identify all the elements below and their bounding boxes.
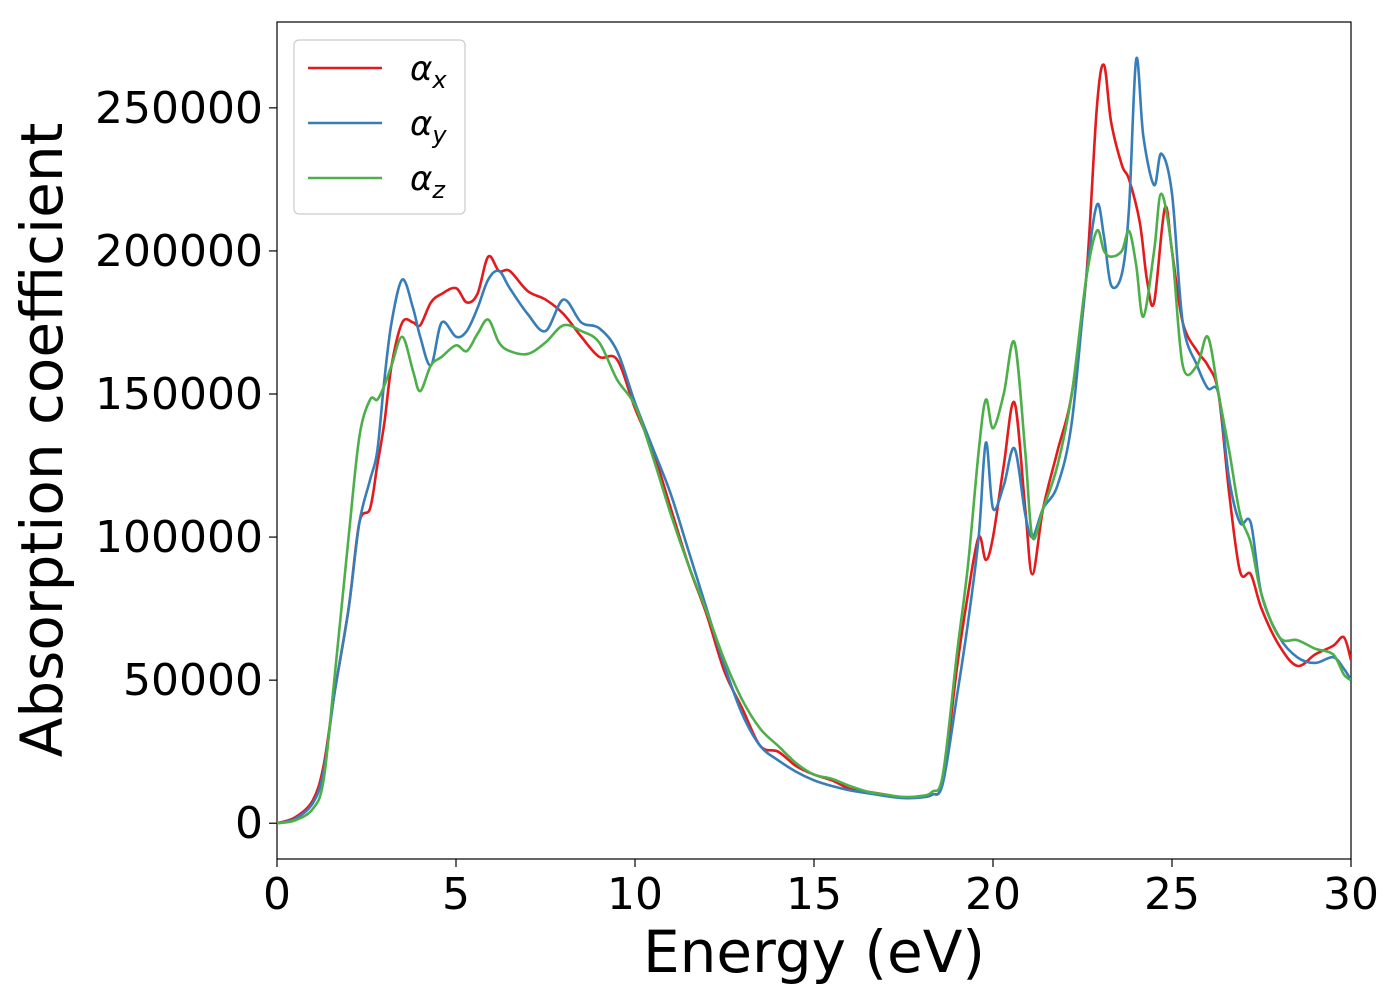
legend-box — [293, 39, 466, 215]
x-tick-label: 25 — [1144, 869, 1200, 920]
y-tick-label: 250000 — [95, 83, 263, 134]
series-line-z — [277, 192, 1351, 825]
x-tick-label: 15 — [786, 869, 842, 920]
ticks-layer: 0 5 10 15 20 25 30 0 50000 100000 150000 200000 2500… — [95, 83, 1379, 920]
x-tick-label: 20 — [965, 869, 1021, 920]
y-tick-label: 100000 — [95, 512, 263, 563]
legend-label-x: αx — [410, 49, 447, 94]
x-tick-label: 5 — [442, 869, 470, 920]
y-tick-label: 50000 — [123, 655, 263, 706]
legend: αx αy αz — [293, 39, 466, 215]
legend-label-z: αz — [410, 159, 446, 204]
y-tick-label: 150000 — [95, 369, 263, 420]
x-axis-title: Energy (eV) — [643, 918, 985, 986]
y-tick-label: 0 — [235, 798, 263, 849]
y-tick-label: 200000 — [95, 226, 263, 277]
x-tick-label: 30 — [1323, 869, 1379, 920]
y-axis-title: Absorption coefficient — [8, 123, 76, 758]
lines-layer — [277, 56, 1351, 825]
x-tick-label: 10 — [607, 869, 663, 920]
x-tick-label: 0 — [263, 869, 291, 920]
legend-label-y: αy — [410, 104, 447, 149]
